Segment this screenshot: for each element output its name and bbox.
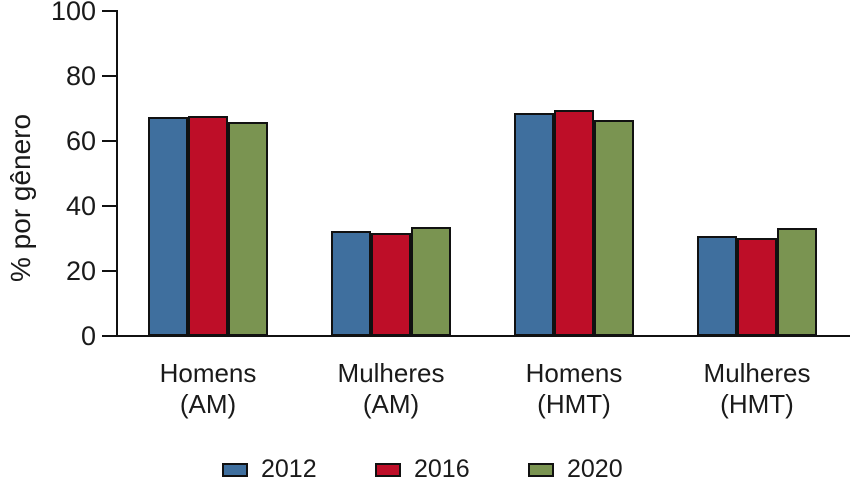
x-label-mulheres-am: Mulheres (AM) — [301, 358, 481, 420]
x-label-line2: (AM) — [362, 389, 420, 419]
bar-2016-homens-hmt — [554, 110, 594, 336]
legend-item-2012: 2012 — [222, 455, 317, 478]
y-tick-label-40: 40 — [65, 191, 96, 221]
x-label-line1: Homens — [525, 358, 623, 388]
x-label-line1: Mulheres — [337, 358, 445, 388]
y-tick-label-20: 20 — [65, 256, 96, 286]
bar-2020-mulheres-hmt — [777, 228, 817, 336]
legend-item-2020: 2020 — [528, 455, 623, 478]
bar-2012-homens-am — [148, 117, 188, 336]
y-tick-100 — [102, 10, 118, 12]
bar-2016-mulheres-am — [371, 233, 411, 336]
y-tick-80 — [102, 75, 118, 77]
y-tick-60 — [102, 140, 118, 142]
bar-2020-homens-am — [228, 122, 268, 336]
x-label-line1: Homens — [159, 358, 257, 388]
x-label-line2: (AM) — [179, 389, 237, 419]
x-label-homens-hmt: Homens (HMT) — [484, 358, 664, 420]
bar-2012-mulheres-hmt — [697, 236, 737, 336]
y-tick-label-60: 60 — [65, 126, 96, 156]
y-tick-20 — [102, 270, 118, 272]
bar-2012-homens-hmt — [514, 113, 554, 336]
y-tick-label-80: 80 — [65, 61, 96, 91]
bar-2016-homens-am — [188, 116, 228, 336]
legend-label-2020: 2020 — [567, 455, 623, 478]
x-label-mulheres-hmt: Mulheres (HMT) — [667, 358, 847, 420]
x-axis-line — [102, 335, 850, 337]
bar-2020-homens-hmt — [594, 120, 634, 336]
x-label-homens-am: Homens (AM) — [118, 358, 298, 420]
legend-item-2016: 2016 — [375, 455, 470, 478]
bar-2020-mulheres-am — [411, 227, 451, 336]
legend-swatch-2012 — [222, 462, 248, 477]
y-tick-label-0: 0 — [80, 321, 96, 351]
legend-label-2016: 2016 — [414, 455, 470, 478]
y-axis-line — [116, 10, 118, 337]
x-label-line1: Mulheres — [703, 358, 811, 388]
y-tick-label-100: 100 — [50, 0, 96, 26]
x-label-line2: (HMT) — [720, 389, 794, 419]
bar-2016-mulheres-hmt — [737, 238, 777, 336]
x-label-line2: (HMT) — [537, 389, 611, 419]
y-tick-40 — [102, 205, 118, 207]
bar-2012-mulheres-am — [331, 231, 371, 336]
legend-swatch-2016 — [375, 462, 401, 477]
legend-label-2012: 2012 — [261, 455, 317, 478]
legend-swatch-2020 — [528, 462, 554, 477]
